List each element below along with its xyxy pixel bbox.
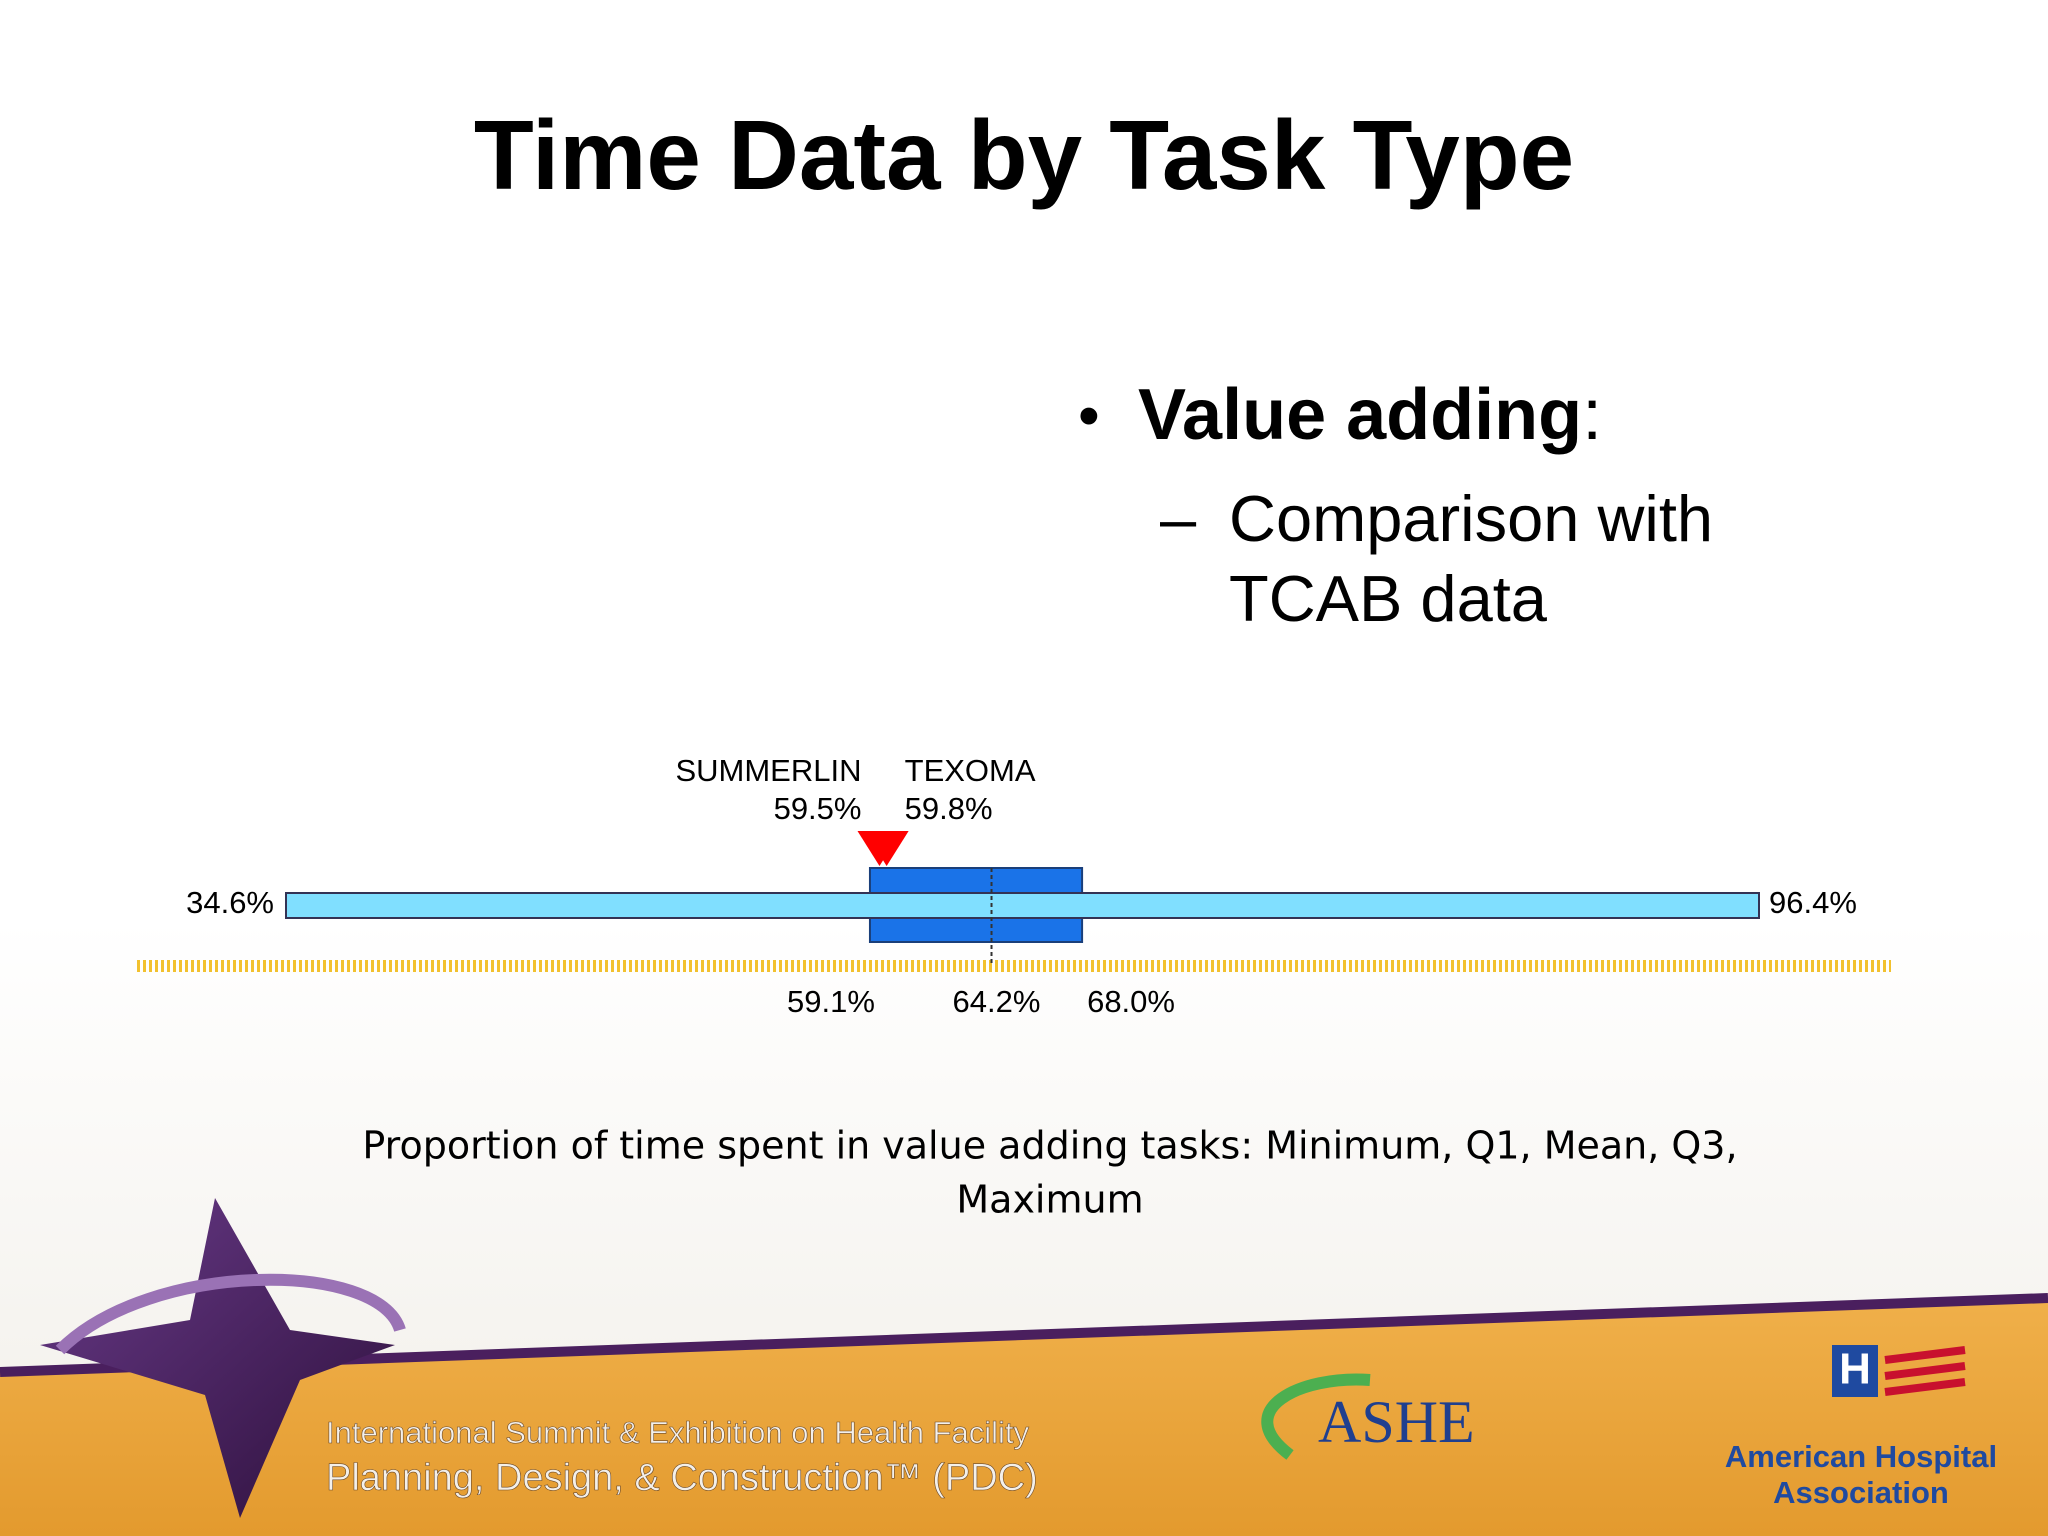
marker-name: SUMMERLIN: [675, 753, 861, 788]
ashe-swoosh: [1261, 1373, 1371, 1460]
bullet-dot: •: [1078, 381, 1100, 450]
min-label: 34.6%: [186, 885, 274, 920]
aha-flag: [1884, 1346, 1966, 1396]
bullet-rest: :: [1582, 375, 1602, 455]
aha-h: H: [1839, 1345, 1871, 1394]
aha-h-box: [1832, 1345, 1878, 1397]
marker-value: 59.5%: [774, 791, 862, 826]
max-label: 96.4%: [1769, 885, 1857, 920]
aha-name: American Hospital: [1725, 1439, 1997, 1474]
bullet-bold: Value adding: [1138, 375, 1582, 455]
marker-value: 59.8%: [905, 791, 993, 826]
caption: Maximum: [956, 1178, 1143, 1222]
whisker: [285, 892, 1760, 919]
caption: Proportion of time spent in value adding…: [362, 1124, 1737, 1168]
logo-diamond: [40, 1198, 395, 1518]
summit-line: Planning, Design, & Construction™ (PDC): [326, 1457, 1038, 1499]
aha-name: Association: [1773, 1475, 1949, 1510]
marker-name: TEXOMA: [905, 753, 1036, 788]
slide-title: Time Data by Task Type: [474, 100, 1574, 210]
summit-line: International Summit & Exhibition on Hea…: [326, 1415, 1029, 1450]
sub-bullet-dash: –: [1160, 482, 1197, 555]
logo-swoosh: [55, 1273, 406, 1355]
q3-label: 68.0%: [1087, 984, 1175, 1019]
sub-bullet-line: TCAB data: [1229, 562, 1548, 635]
sub-bullet-line: Comparison with: [1229, 482, 1713, 555]
bullet: Value adding:: [1138, 375, 1602, 455]
q1-label: 59.1%: [787, 984, 875, 1019]
mean-label: 64.2%: [953, 984, 1041, 1019]
marker: [864, 831, 909, 866]
ashe-logo: ASHE: [1318, 1389, 1475, 1455]
